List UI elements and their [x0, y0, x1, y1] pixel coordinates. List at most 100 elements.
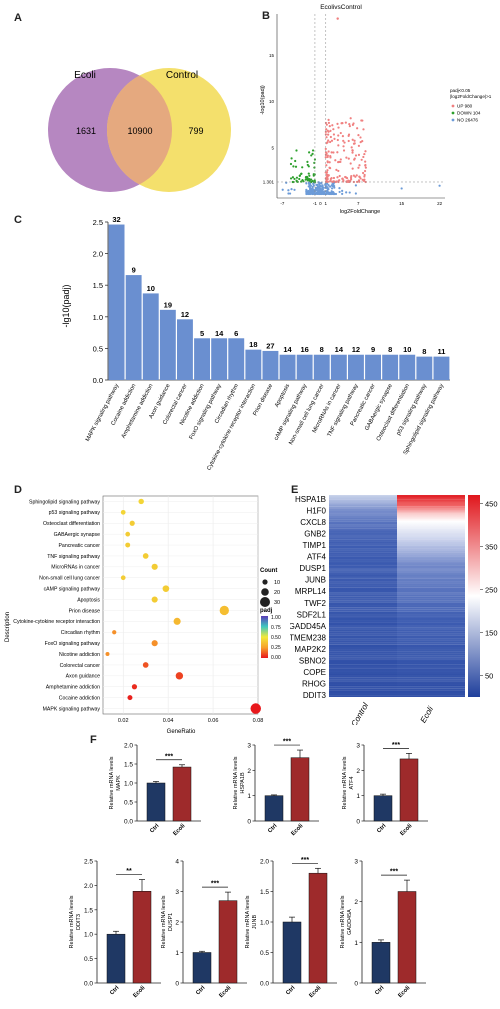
- bar-2: [142, 293, 159, 380]
- qpcr-sig-label: ***: [211, 881, 219, 888]
- bubble-point-15: [142, 662, 149, 668]
- volcano-point-up: [361, 119, 364, 122]
- volcano-point-up: [327, 133, 330, 136]
- heatmap-row-stripe: [329, 531, 465, 533]
- heatmap-row-stripe: [329, 574, 465, 575]
- bar-ytick-label: 1.0: [93, 313, 103, 322]
- volcano-point-up: [325, 173, 329, 176]
- volcano-point-up: [349, 162, 352, 165]
- volcano-point-no: [293, 188, 296, 191]
- heatmap-gene-label: MAP2K2: [294, 645, 326, 654]
- volcano-title: EcolivsControl: [320, 4, 362, 11]
- heatmap-row-stripe: [329, 506, 465, 508]
- volcano-point-up: [326, 177, 329, 181]
- volcano-point-no: [309, 184, 313, 187]
- heatmap-gene-label: DDIT3: [303, 691, 327, 700]
- volcano-point-no: [321, 184, 324, 187]
- volcano-point-up: [353, 139, 356, 142]
- volcano-point-down: [308, 151, 311, 154]
- panel-label-f: F: [90, 734, 97, 746]
- heatmap-row-stripe: [329, 660, 465, 661]
- heatmap-row-stripe: [329, 498, 465, 500]
- volcano-point-up: [337, 179, 340, 182]
- volcano-point-up: [336, 122, 339, 125]
- volcano-point-up: [330, 151, 333, 154]
- heatmap-row-stripe: [329, 581, 465, 583]
- bubble-category-label: TNF signaling pathway: [47, 554, 100, 560]
- volcano-legend-title-1: padj<0.05: [450, 88, 471, 93]
- qpcr-sig-label: ***: [283, 739, 291, 746]
- bubble-size-legend-label: 30: [274, 600, 280, 606]
- qpcr-ylabel-line: Relative mRNA levels: [245, 895, 251, 948]
- volcano-point-up: [337, 134, 340, 137]
- volcano-point-up: [361, 140, 364, 143]
- volcano-point-up: [358, 175, 361, 178]
- qpcr-bar-1: [132, 891, 152, 984]
- qpcr-bar-1: [172, 766, 192, 822]
- volcano-point-down: [294, 165, 298, 168]
- heatmap-gene-label: TIMP1: [302, 541, 326, 550]
- heatmap-row-stripe: [329, 553, 465, 555]
- heatmap-row-stripe: [329, 594, 465, 596]
- qpcr-ytick-label: 2.0: [84, 883, 93, 890]
- heatmap-row-stripe: [329, 546, 465, 547]
- qpcr-ylabel-line: Relative mRNA levels: [69, 895, 75, 948]
- bar-18: [416, 356, 433, 380]
- heatmap-row-stripe: [329, 572, 465, 574]
- heatmap-row-stripe: [329, 570, 465, 572]
- volcano-legend-marker: [451, 104, 455, 108]
- bubble-category-label: Pancreatic cancer: [58, 543, 100, 549]
- volcano-point-up: [340, 122, 343, 125]
- qpcr-sig-label: ***: [392, 742, 400, 749]
- bar-8: [245, 349, 262, 380]
- heatmap-row-stripe: [329, 646, 465, 647]
- bar-19: [433, 356, 450, 380]
- volcano-point-no: [345, 191, 348, 194]
- venn-value-intersection: 10900: [127, 126, 152, 136]
- qpcr-ytick-label: 1: [356, 793, 360, 800]
- bubble-point-7: [120, 575, 126, 581]
- qpcr-ytick-label: 0.0: [124, 819, 133, 826]
- heatmap-row-stripe: [329, 684, 465, 686]
- qpcr-ytick-label: 1: [354, 940, 358, 947]
- heatmap-row-stripe: [329, 658, 465, 660]
- heatmap-row-stripe: [329, 542, 465, 544]
- heatmap-row-stripe: [329, 629, 465, 631]
- volcano-point-up: [336, 17, 339, 20]
- heatmap-gene-label: JUNB: [305, 576, 326, 585]
- bubble-point-0: [138, 498, 144, 505]
- qpcr-ytick-label: 1.0: [124, 781, 133, 788]
- volcano-point-up: [338, 160, 341, 163]
- heatmap-colorbar-label: 350: [485, 543, 498, 552]
- heatmap-row-stripe: [329, 590, 465, 591]
- volcano-point-no: [330, 190, 333, 193]
- heatmap-row-stripe: [329, 682, 465, 684]
- bubble-point-11: [173, 617, 181, 625]
- volcano-xlabel: log2FoldChange: [340, 209, 380, 215]
- bar-count-label: 5: [200, 329, 204, 338]
- heatmap-gene-label: GADD45A: [290, 622, 327, 631]
- qpcr-category-label: Ecoli: [132, 985, 146, 999]
- bar-category-label: Osteoclast differentiation: [376, 383, 411, 442]
- volcano-point-up: [364, 150, 367, 153]
- qpcr-category-label: Ecoli: [308, 985, 322, 999]
- panel-label-a: A: [14, 12, 22, 24]
- heatmap-row-stripe: [329, 610, 465, 612]
- bar-count-label: 14: [335, 345, 344, 354]
- volcano-xtick-label: -7: [280, 201, 284, 206]
- heatmap-row-stripe: [329, 550, 465, 552]
- bubble-category-label: Amphetamine addiction: [46, 685, 100, 691]
- bar-count-label: 8: [320, 345, 324, 354]
- kegg-bar-panel: -lg10(padj) 0.0 0.5 1.0 1.5 2.0 2.5 32 MAPK si…: [60, 214, 460, 482]
- heatmap-gene-label: ATF4: [307, 553, 327, 562]
- heatmap-column-ecoli: [397, 495, 465, 697]
- bar-category-label: Amphetamine addiction: [121, 383, 155, 439]
- volcano-legend-title-2: |log2FoldChange|>1: [450, 94, 492, 99]
- volcano-point-up: [325, 128, 328, 131]
- volcano-point-up: [334, 159, 337, 162]
- qpcr-sig-label: ***: [301, 857, 309, 864]
- qpcr-bar-0: [146, 782, 166, 822]
- heatmap-row-stripe: [329, 632, 465, 634]
- bar-9: [262, 350, 279, 380]
- volcano-ylabel: -log10(padj): [260, 85, 266, 115]
